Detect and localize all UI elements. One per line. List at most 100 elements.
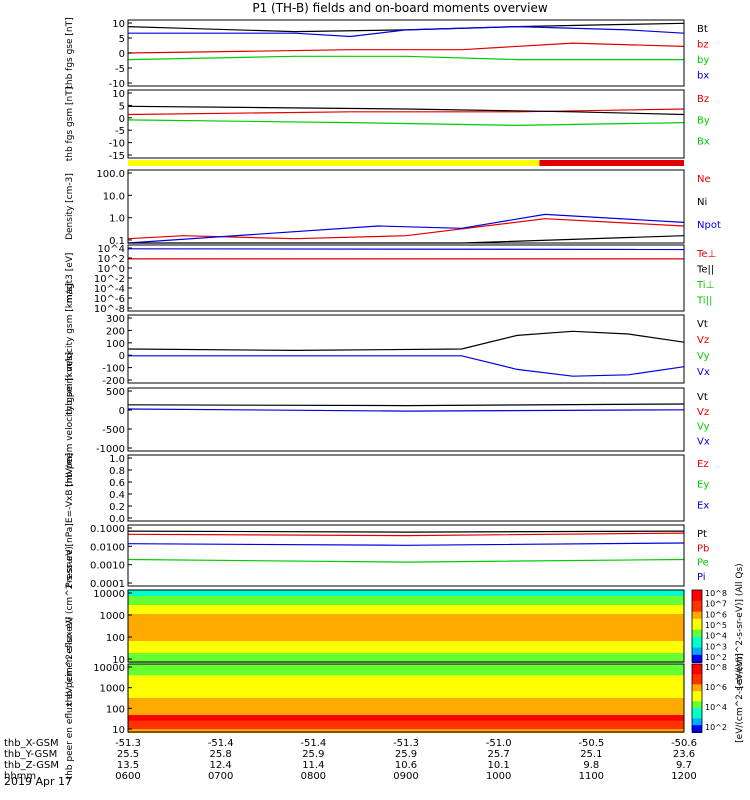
footer-value: -50.6 xyxy=(671,738,697,749)
series-vx-line xyxy=(128,355,685,377)
heatmap-band xyxy=(128,629,684,633)
legend-item: Pi xyxy=(697,572,706,583)
y-tick-label: 10^-8 xyxy=(94,304,125,315)
footer-value: 25.1 xyxy=(580,749,602,760)
heatmap-band xyxy=(128,635,684,639)
heatmap-band xyxy=(128,726,684,731)
heatmap-band xyxy=(128,706,684,711)
heatmap-band xyxy=(128,683,684,688)
y-tick-label: 0.1 xyxy=(109,236,125,247)
y-tick-label: -5 xyxy=(115,126,125,137)
y-tick-label: 0 xyxy=(119,114,125,125)
y-axis-label: Density [cm-3] xyxy=(65,173,75,240)
y-tick-label: 0 xyxy=(119,406,125,417)
y-tick-label: 100 xyxy=(106,704,125,715)
series-vt-line xyxy=(127,403,685,407)
series-vt-line xyxy=(127,330,685,352)
y-axis-label: E=-VxB [mV/m] xyxy=(65,453,75,523)
heatmap-band xyxy=(128,659,684,663)
heatmap-band xyxy=(128,602,684,606)
colorbar-label: [eV/(cm^2-s-sr-eV)] (All Qs) xyxy=(735,563,745,688)
footer-value: 0700 xyxy=(208,771,233,782)
y-tick-label: -5 xyxy=(115,64,125,75)
y-tick-label: 1000 xyxy=(100,611,125,622)
footer-value: -51.0 xyxy=(486,738,512,749)
mode-bar-slow xyxy=(128,160,540,166)
y-tick-label: 10000 xyxy=(93,589,125,600)
heatmap-band xyxy=(128,599,684,603)
colorbar-tick: 10^7 xyxy=(705,600,727,609)
y-axis-label: thb peim velocity gsm [km/s] xyxy=(65,283,75,415)
footer-value: -51.3 xyxy=(115,738,141,749)
panel-fgs_gse: 10 5 0 -5 -10 thb fgs gse [nT] Bt bz by bx xyxy=(65,17,709,90)
y-tick-label: 0.2 xyxy=(109,502,125,513)
legend-item: Te⊥ xyxy=(696,249,716,260)
heatmap-band xyxy=(128,692,684,697)
heatmap-band xyxy=(128,626,684,630)
legend-item: Ti⊥ xyxy=(696,280,714,291)
heatmap-band xyxy=(128,666,684,671)
heatmap-band xyxy=(128,632,684,636)
y-tick-label: 100.0 xyxy=(96,169,125,180)
heatmap-band xyxy=(128,605,684,609)
legend-item: Ti|| xyxy=(696,296,712,307)
mode-bar-fast xyxy=(539,160,684,166)
y-tick-label: 0.1000 xyxy=(90,524,125,535)
panel-frame xyxy=(127,454,685,522)
heatmap-band xyxy=(128,669,684,674)
heatmap-band xyxy=(128,689,684,694)
y-tick-label: 0.0010 xyxy=(90,561,125,572)
heatmap-band xyxy=(128,653,684,657)
heatmap-band xyxy=(128,644,684,648)
legend-item: Vx xyxy=(697,367,710,378)
colorbar: 10^8 10^710^6 10^5 10^410^3 10^2 xyxy=(691,589,727,663)
date-label: 2019 Apr 17 xyxy=(4,775,72,788)
y-tick-label: 5 xyxy=(119,101,125,112)
legend-item: By xyxy=(697,115,710,126)
y-tick-label: -10 xyxy=(109,139,125,150)
mode-bar xyxy=(128,160,684,166)
panel-frame xyxy=(127,387,685,452)
series-vx-line xyxy=(127,408,685,412)
legend-item: bx xyxy=(697,71,709,82)
footer-value: 10.6 xyxy=(395,760,417,771)
heatmap-band xyxy=(128,672,684,677)
legend-item: Pt xyxy=(697,529,707,540)
heatmap-band xyxy=(128,675,684,680)
footer-value: -51.4 xyxy=(300,738,326,749)
footer-value: 1100 xyxy=(579,771,604,782)
series-npot-line xyxy=(127,213,685,244)
y-tick-label: 10^0 xyxy=(98,264,125,275)
footer-value: 23.6 xyxy=(673,749,695,760)
y-tick-label: 10^-6 xyxy=(94,294,125,305)
y-tick-label: -100 xyxy=(102,364,125,375)
heatmap-band xyxy=(128,712,684,716)
heatmap-band xyxy=(128,620,684,624)
footer-value: -51.3 xyxy=(393,738,419,749)
colorbar-tick: 10^2 xyxy=(705,653,727,662)
legend-item: Ni xyxy=(697,197,707,208)
series-pe-line xyxy=(127,558,685,563)
heatmap-band xyxy=(128,593,684,597)
heatmap-band xyxy=(128,717,684,722)
legend-item: Te|| xyxy=(696,265,714,276)
legend-item: Bx xyxy=(697,137,710,148)
footer-value: 11.4 xyxy=(302,760,324,771)
colorbar-tick: 10^5 xyxy=(705,621,727,630)
y-tick-label: 100 xyxy=(106,339,125,350)
footer-value: 25.9 xyxy=(395,749,417,760)
heatmap-band xyxy=(128,729,684,733)
footer-row-label: thb_Z-GSM xyxy=(4,760,59,771)
y-tick-label: 10000 xyxy=(93,663,125,674)
series-bz-line xyxy=(127,108,685,116)
figure-title: P1 (TH-B) fields and on-board moments ov… xyxy=(252,1,548,15)
y-tick-label: 10 xyxy=(112,725,125,736)
footer-value: 0600 xyxy=(115,771,140,782)
legend-item: Pe xyxy=(697,558,709,569)
panel-frame xyxy=(127,89,685,159)
heatmap-band xyxy=(128,641,684,645)
panel-electron_spectrogram: 10^810^610^410^2 [eV/(cm^2-s-sr-eV)]10000… xyxy=(65,617,745,780)
